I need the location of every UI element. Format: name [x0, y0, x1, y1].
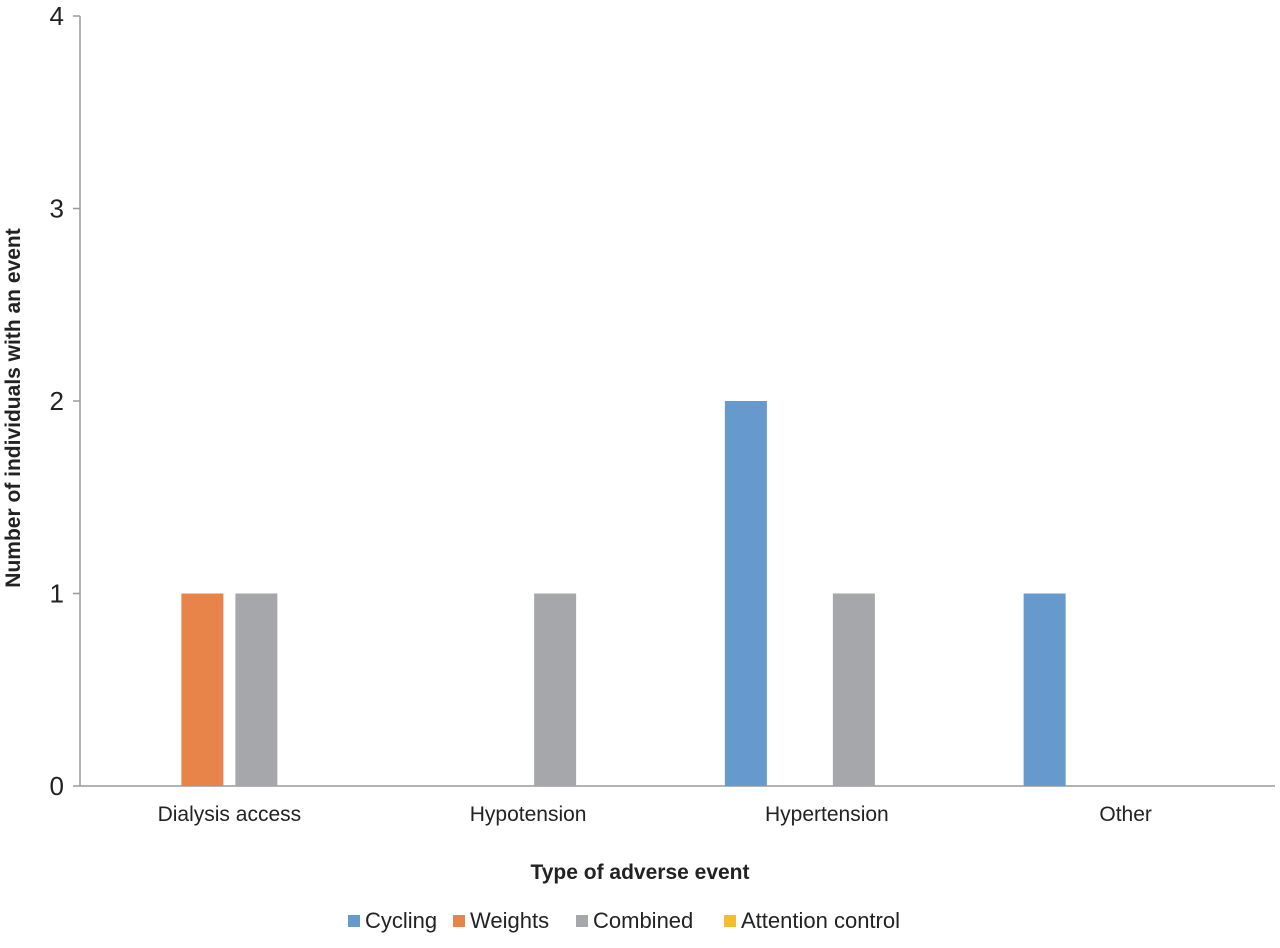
bar-cycling-hypertension: [724, 401, 767, 786]
x-category-label: Dialysis access: [158, 803, 302, 826]
y-tick-label: 3: [50, 194, 64, 224]
y-tick-label: 0: [50, 771, 64, 801]
y-tick-label: 2: [50, 386, 64, 416]
x-category-label: Hypotension: [470, 803, 587, 826]
legend-label: Combined: [593, 908, 693, 933]
legend-swatch: [576, 915, 588, 927]
bar-combined-dialysis-access: [235, 593, 278, 786]
y-axis-ticks: 0 1 2 3 4: [50, 1, 80, 801]
bar-weights-dialysis-access: [181, 593, 224, 786]
bar-combined-hypotension: [534, 593, 577, 786]
x-category-label: Hypertension: [765, 803, 889, 826]
x-axis-category-labels: Dialysis access Hypotension Hypertension Ot…: [158, 803, 1152, 826]
y-tick-label: 4: [50, 1, 64, 31]
legend: Cycling Weights Combined Attention control: [348, 908, 900, 933]
legend-swatch: [453, 915, 465, 927]
y-axis-title: Number of individuals with an event: [2, 228, 25, 587]
x-category-label: Other: [1099, 803, 1152, 826]
legend-swatch: [724, 915, 736, 927]
legend-label: Attention control: [741, 908, 900, 933]
bar-cycling-other: [1023, 593, 1066, 786]
y-tick-label: 1: [50, 579, 64, 609]
legend-label: Weights: [470, 908, 549, 933]
bar-combined-hypertension: [832, 593, 875, 786]
legend-swatch: [348, 915, 360, 927]
x-axis-title: Type of adverse event: [530, 861, 749, 884]
legend-label: Cycling: [365, 908, 437, 933]
bars-group: [181, 401, 1066, 786]
